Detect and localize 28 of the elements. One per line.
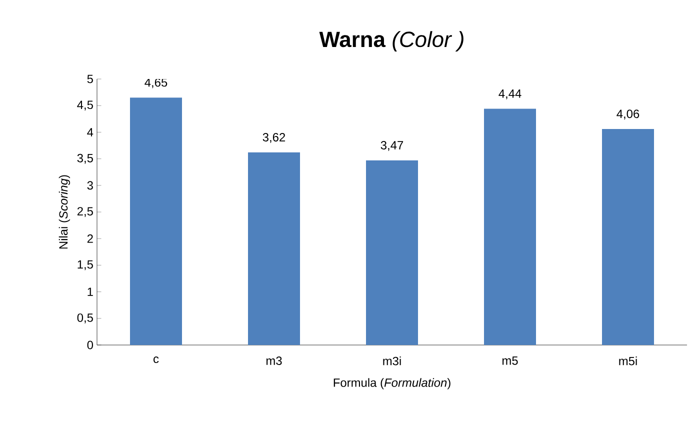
y-tick-label: 3,5: [77, 154, 93, 164]
x-axis-title: Formula (Formulation): [334, 378, 450, 390]
data-label: 3,47: [380, 141, 404, 151]
y-tick-label: 3: [87, 181, 93, 190]
data-label: 4,44: [498, 90, 522, 100]
y-tick-label: 2,5: [77, 207, 93, 217]
bar: [602, 129, 654, 345]
x-tick-label: c: [154, 356, 159, 364]
data-label: 3,62: [262, 133, 286, 143]
chart-title: Warna (Color ): [319, 31, 464, 52]
bar: [366, 160, 418, 345]
x-tick-label: m3: [266, 356, 282, 365]
y-tick-label: 1,5: [78, 260, 93, 270]
bar: [484, 108, 536, 345]
x-tick-label: m5: [502, 356, 518, 365]
y-tick-label: 1: [88, 288, 93, 296]
y-tick-label: 5: [87, 74, 93, 84]
y-tick-label: 2: [87, 234, 93, 243]
y-tick-label: 4,5: [77, 100, 93, 110]
bar: [248, 152, 300, 345]
y-tick-label: 4: [87, 128, 94, 136]
y-tick-label: 0,5: [77, 313, 93, 324]
data-label: 4,06: [616, 110, 640, 120]
x-tick-label: m5i: [619, 356, 637, 366]
y-tick-label: 0: [87, 340, 94, 350]
bar: [130, 98, 182, 345]
x-tick-label: m3i: [383, 356, 401, 366]
y-axis-title: Nilai (Scoring): [58, 175, 70, 249]
